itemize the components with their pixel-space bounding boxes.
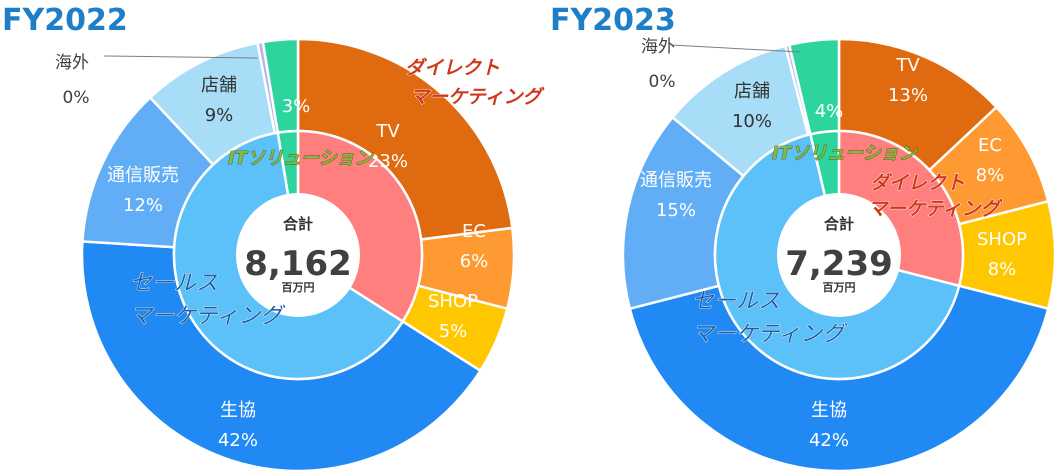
outer-label-pct: 15% (656, 200, 696, 221)
center-total-value: 7,239 (785, 244, 893, 284)
callout-line (103, 55, 259, 59)
outer-label-pct: 42% (809, 430, 849, 451)
category-label-sales: セールス (692, 289, 780, 314)
outer-label-name: 店舗 (201, 75, 237, 96)
category-label-direct: ダイレクト (405, 57, 500, 79)
outer-label-pct: 8% (976, 165, 1005, 186)
outer-label-name: 生協 (220, 400, 256, 421)
outer-label-pct: 9% (205, 105, 234, 126)
outer-label-name: SHOP (428, 291, 478, 312)
outer-label-pct: 6% (460, 251, 489, 272)
center-total-label: 合計 (282, 215, 313, 233)
callout-line (671, 44, 801, 53)
center-total-unit: 百万円 (823, 281, 856, 294)
category-label-sales: マーケティング (692, 322, 847, 347)
outer-label-name: 通信販売 (640, 170, 712, 191)
callout-label-pct: 0% (649, 72, 676, 92)
category-label-it: ITソリューション (228, 148, 375, 169)
outer-label-pct: 10% (732, 111, 772, 132)
center-hole (777, 193, 901, 317)
outer-label-name: SHOP (977, 229, 1027, 250)
outer-label-pct: 4% (815, 101, 844, 122)
center-total-label: 合計 (823, 215, 854, 233)
outer-label-pct: 8% (988, 259, 1017, 280)
category-label-direct: マーケティング (868, 198, 1002, 220)
outer-label-name: 通信販売 (107, 165, 179, 186)
category-label-direct: マーケティング (410, 86, 544, 108)
category-label-sales: マーケティング (130, 304, 285, 329)
outer-label-name: 店舗 (734, 81, 770, 102)
outer-label-pct: 3% (282, 96, 311, 117)
outer-label-pct: 13% (888, 85, 928, 106)
chart-title: FY2022 (2, 3, 128, 38)
category-label-sales: セールス (130, 271, 218, 296)
outer-label-name: EC (462, 221, 486, 242)
outer-label-name: EC (978, 135, 1002, 156)
center-hole (236, 193, 360, 317)
outer-label-pct: 5% (439, 321, 468, 342)
outer-label-name: TV (375, 121, 400, 142)
outer-label-pct: 12% (123, 195, 163, 216)
outer-label-pct: 23% (368, 151, 408, 172)
outer-label-name: 生協 (811, 400, 847, 421)
outer-label-name: TV (895, 55, 920, 76)
center-total-unit: 百万円 (282, 281, 315, 294)
category-label-it: ITソリューション (772, 143, 919, 164)
callout-label-pct: 0% (63, 88, 90, 108)
callout-label-name: 海外 (641, 37, 675, 57)
category-label-direct: ダイレクト (870, 172, 965, 194)
outer-label-pct: 42% (218, 430, 258, 451)
center-total-value: 8,162 (244, 244, 352, 284)
callout-label-name: 海外 (55, 53, 89, 73)
chart-title: FY2023 (550, 3, 676, 38)
